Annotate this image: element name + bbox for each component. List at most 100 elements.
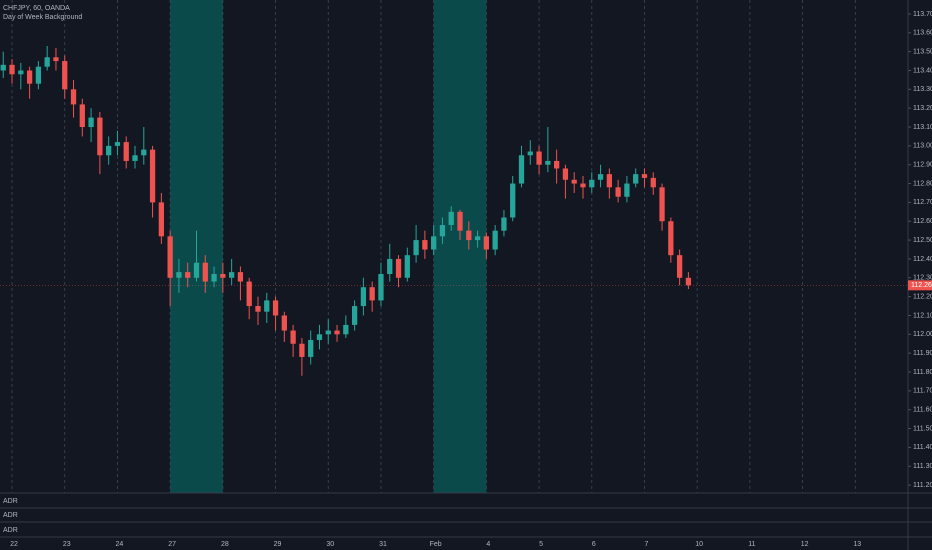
candle-body (0, 64, 6, 71)
indicator-name: Day of Week Background (3, 14, 82, 21)
pane-label: ADR (3, 512, 18, 519)
candle-body (562, 168, 569, 180)
candle-body (518, 155, 525, 184)
x-tick-label: 5 (539, 541, 543, 548)
candle-body (88, 117, 94, 128)
candle-body (633, 174, 639, 184)
candle-body (360, 287, 367, 307)
candle-body (325, 330, 331, 335)
candle-body (176, 272, 182, 278)
candle-body (536, 151, 542, 165)
candle-body (141, 149, 147, 156)
y-tick-label: 111.200 (913, 482, 932, 489)
candle-body (501, 217, 507, 231)
x-tick-label: 4 (486, 541, 490, 548)
y-tick-label: 113.500 (913, 48, 932, 55)
y-tick-label: 113.000 (913, 143, 932, 150)
day-band (433, 0, 487, 493)
x-tick-label: 6 (592, 541, 596, 548)
x-tick-label: 7 (645, 541, 649, 548)
x-tick-label: 27 (168, 541, 176, 548)
y-tick-label: 111.400 (913, 444, 932, 451)
candle-body (439, 225, 446, 237)
candle-body (79, 104, 85, 128)
candle-body (545, 160, 551, 165)
candle-body (448, 211, 454, 226)
candle-body (650, 177, 656, 188)
candle-body (290, 330, 296, 344)
candle-body (474, 236, 481, 241)
candle-body (334, 330, 340, 335)
y-tick-label: 111.500 (913, 425, 932, 432)
candle-body (281, 315, 287, 331)
candle-body (228, 272, 235, 278)
candle-body (202, 262, 208, 282)
chart-title: CHFJPY, 60, OANDA (3, 5, 70, 12)
pane-label: ADR (3, 498, 18, 505)
candle-body (62, 61, 68, 90)
y-tick-label: 113.300 (913, 86, 932, 93)
y-tick-label: 111.300 (913, 463, 932, 470)
x-tick-label: 22 (10, 541, 18, 548)
candle-body (483, 236, 490, 250)
candle-body (185, 272, 191, 278)
candle-body (299, 343, 305, 357)
y-tick-label: 112.300 (913, 275, 932, 282)
candle-body (641, 174, 648, 178)
candle-body (668, 221, 674, 256)
last-price-tag (908, 280, 932, 291)
candle-body (413, 240, 419, 256)
candle-body (70, 89, 77, 105)
x-tick-label: 23 (63, 541, 71, 548)
y-tick-label: 111.700 (913, 388, 932, 395)
candles (0, 45, 692, 376)
last-price-label: 112.260 (911, 282, 932, 289)
candle-body (685, 277, 692, 286)
x-tick-label: 30 (326, 541, 334, 548)
y-tick-label: 112.400 (913, 256, 932, 263)
y-tick-label: 112.800 (913, 180, 932, 187)
candle-body (149, 149, 156, 203)
candle-body (9, 64, 15, 75)
candle-body (158, 202, 164, 237)
candle-body (167, 236, 173, 278)
candle-body (527, 151, 533, 156)
x-tick-label: 24 (116, 541, 124, 548)
x-tick-label: 11 (748, 541, 755, 548)
candle-body (606, 174, 612, 188)
candle-body (272, 300, 279, 316)
x-tick-label: Feb (430, 541, 442, 548)
y-tick-label: 112.700 (913, 199, 932, 206)
candle-body (395, 258, 402, 278)
candle-body (114, 142, 121, 146)
x-tick-label: 28 (221, 541, 229, 548)
candle-body (97, 117, 103, 156)
y-tick-label: 113.100 (913, 124, 932, 131)
candle-body (659, 187, 665, 222)
y-tick-label: 111.800 (913, 369, 932, 376)
y-tick-label: 113.700 (913, 11, 932, 18)
candle-body (387, 258, 393, 275)
x-tick-label: 13 (853, 541, 861, 548)
candle-body (369, 287, 375, 301)
candle-body (378, 274, 384, 301)
candle-body (422, 240, 428, 250)
y-tick-label: 112.000 (913, 331, 932, 338)
x-tick-label: 10 (695, 541, 703, 548)
candle-body (510, 183, 516, 218)
candle-body (211, 274, 217, 282)
candle-body (316, 334, 323, 340)
y-tick-label: 113.600 (913, 30, 932, 37)
candle-body (624, 183, 630, 197)
candle-body (404, 255, 410, 278)
y-tick-label: 112.500 (913, 237, 932, 244)
candle-body (457, 211, 463, 231)
candle-body (615, 187, 621, 197)
candle-body (492, 230, 498, 250)
candle-body (237, 272, 244, 282)
candle-body (44, 57, 50, 67)
candle-body (580, 183, 586, 188)
y-tick-label: 111.900 (913, 350, 932, 357)
candle-body (220, 274, 226, 278)
